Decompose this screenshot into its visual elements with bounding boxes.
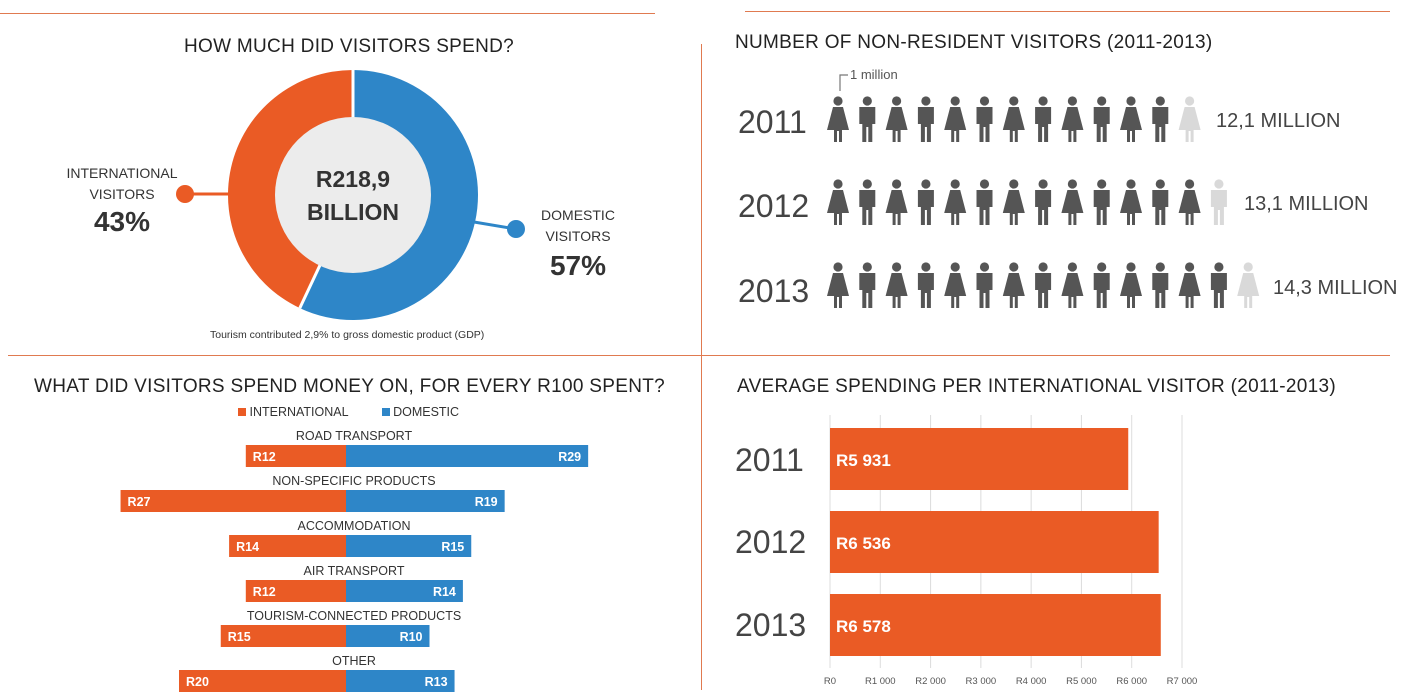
average-title: AVERAGE SPENDING PER INTERNATIONAL VISIT… — [737, 376, 1337, 397]
average-bar — [830, 428, 1129, 490]
scale-bracket — [839, 74, 848, 91]
donut-center — [275, 117, 431, 273]
top-rule-right — [745, 11, 1390, 12]
bar-international — [120, 490, 346, 512]
intl-label-line1: INTERNATIONAL — [66, 165, 178, 181]
visitors-year-2013: 2013 — [738, 273, 810, 309]
visitors-year-2012: 2012 — [738, 188, 810, 224]
visitors-year-2011: 2011 — [738, 104, 807, 140]
average-bar-label: R6 578 — [836, 617, 891, 636]
category-label: NON-SPECIFIC PRODUCTS — [272, 474, 435, 488]
categories-chart: ROAD TRANSPORT R12 R29 NON-SPECIFIC PRODUCT… — [120, 429, 589, 692]
bar-domestic — [346, 490, 505, 512]
category-label: ACCOMMODATION — [298, 519, 411, 533]
bar-label-domestic: R14 — [433, 585, 456, 599]
spend-title: HOW MUCH DID VISITORS SPEND? — [184, 36, 515, 57]
average-bar — [830, 594, 1161, 656]
average-year-2012: 2012 — [735, 524, 807, 560]
average-bar-label: R6 536 — [836, 534, 891, 553]
intl-legend: INTERNATIONAL VISITORS 43% — [62, 163, 182, 239]
bar-domestic — [346, 535, 472, 557]
legend-domestic-swatch — [381, 408, 390, 416]
bar-international — [229, 535, 346, 557]
dom-connector-dot — [507, 220, 525, 238]
category-label: TOURISM-CONNECTED PRODUCTS — [247, 609, 461, 623]
bar-label-international: R14 — [236, 540, 259, 554]
dom-legend: DOMESTIC VISITORS 57% — [528, 205, 628, 285]
average-year-2013: 2013 — [735, 607, 807, 643]
bar-domestic — [346, 580, 463, 602]
donut-center-line2: BILLION — [307, 199, 399, 225]
visitors-value-2011: 12,1 MILLION — [1216, 110, 1341, 132]
category-label: OTHER — [332, 654, 376, 668]
visitors-value-2013: 14,3 MILLION — [1273, 277, 1398, 299]
x-tick-label: R7 000 — [1167, 676, 1198, 687]
categories-title: WHAT DID VISITORS SPEND MONEY ON, FOR EV… — [34, 376, 665, 397]
category-label: AIR TRANSPORT — [304, 564, 405, 578]
bar-label-international: R12 — [253, 585, 276, 599]
average-bar-label: R5 931 — [836, 451, 891, 470]
bar-label-domestic: R13 — [425, 675, 448, 689]
top-rule-left — [0, 13, 655, 14]
category-label: ROAD TRANSPORT — [296, 429, 413, 443]
bar-international — [179, 670, 346, 692]
scale-note: 1 million — [850, 67, 898, 82]
x-tick-label: R0 — [824, 676, 836, 687]
vertical-rule — [701, 44, 702, 690]
x-tick-label: R6 000 — [1116, 676, 1147, 687]
spend-donut-chart — [176, 70, 525, 320]
average-year-2011: 2011 — [735, 442, 804, 478]
middle-rule — [8, 355, 1390, 356]
dom-label-line1: DOMESTIC — [541, 207, 615, 223]
intl-connector-dot — [176, 185, 194, 203]
bar-label-international: R20 — [186, 675, 209, 689]
gdp-footnote: Tourism contributed 2,9% to gross domest… — [210, 329, 485, 341]
visitors-value-2012: 13,1 MILLION — [1244, 193, 1369, 215]
donut-center-line1: R218,9 — [315, 166, 391, 192]
x-tick-label: R2 000 — [915, 676, 946, 687]
legend-international-swatch — [238, 408, 246, 416]
x-tick-label: R3 000 — [966, 676, 997, 687]
x-tick-label: R5 000 — [1066, 676, 1097, 687]
average-bar — [830, 511, 1159, 573]
bar-international — [245, 445, 346, 467]
legend-international-label: INTERNATIONAL — [249, 405, 349, 419]
bar-label-international: R15 — [228, 630, 251, 644]
bar-domestic — [346, 445, 589, 467]
bar-international — [245, 580, 346, 602]
bar-label-domestic: R19 — [475, 495, 498, 509]
intl-percent: 43% — [93, 206, 151, 237]
bar-label-international: R12 — [253, 450, 276, 464]
x-tick-label: R4 000 — [1016, 676, 1047, 687]
intl-label-line2: VISITORS — [89, 186, 155, 202]
categories-legend: INTERNATIONAL DOMESTIC — [238, 405, 459, 419]
x-tick-label: R1 000 — [865, 676, 896, 687]
bar-label-domestic: R15 — [441, 540, 464, 554]
dom-percent: 57% — [549, 250, 607, 281]
bar-label-international: R27 — [128, 495, 151, 509]
legend-domestic-label: DOMESTIC — [393, 405, 460, 419]
bar-domestic — [346, 625, 430, 647]
donut-center-value: R218,9 BILLION — [275, 163, 431, 229]
bar-label-domestic: R10 — [400, 630, 423, 644]
visitors-title: NUMBER OF NON-RESIDENT VISITORS (2011-20… — [735, 32, 1213, 53]
bar-international — [220, 625, 346, 647]
bar-label-domestic: R29 — [558, 450, 581, 464]
dom-label-line2: VISITORS — [545, 228, 611, 244]
bar-domestic — [346, 670, 455, 692]
